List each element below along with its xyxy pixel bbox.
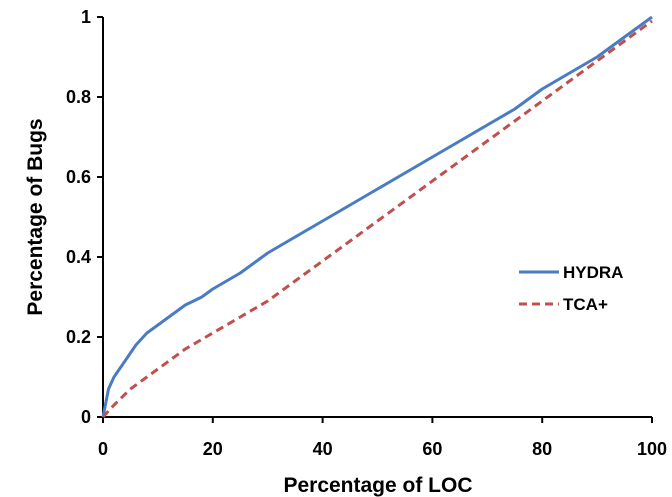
legend: HYDRA TCA+ bbox=[519, 263, 623, 314]
y-tick-label: 0.6 bbox=[66, 167, 91, 187]
x-tick-label: 80 bbox=[532, 439, 552, 459]
y-tick-label: 0 bbox=[81, 407, 91, 427]
legend-label: TCA+ bbox=[563, 295, 608, 314]
series-line-hydra bbox=[101, 15, 653, 418]
y-tick-label: 1 bbox=[81, 7, 91, 27]
y-tick-label: 0.8 bbox=[66, 87, 91, 107]
y-tick-label: 0.4 bbox=[66, 247, 91, 267]
series-line-tca- bbox=[101, 19, 653, 419]
x-tick-label: 40 bbox=[313, 439, 333, 459]
x-tick-label: 100 bbox=[637, 439, 667, 459]
x-axis-title: Percentage of LOC bbox=[283, 474, 472, 497]
y-tick-label: 0.2 bbox=[66, 327, 91, 347]
x-tick-label: 20 bbox=[203, 439, 223, 459]
axes bbox=[97, 16, 653, 423]
y-axis-title: Percentage of Bugs bbox=[24, 118, 47, 315]
x-tick-label: 0 bbox=[98, 439, 108, 459]
legend-label: HYDRA bbox=[563, 263, 623, 282]
series-lines bbox=[101, 15, 653, 419]
x-tick-label: 60 bbox=[422, 439, 442, 459]
tick-labels: 0 0.2 0.4 0.6 0.8 1 0 20 40 60 80 100 bbox=[66, 7, 667, 459]
